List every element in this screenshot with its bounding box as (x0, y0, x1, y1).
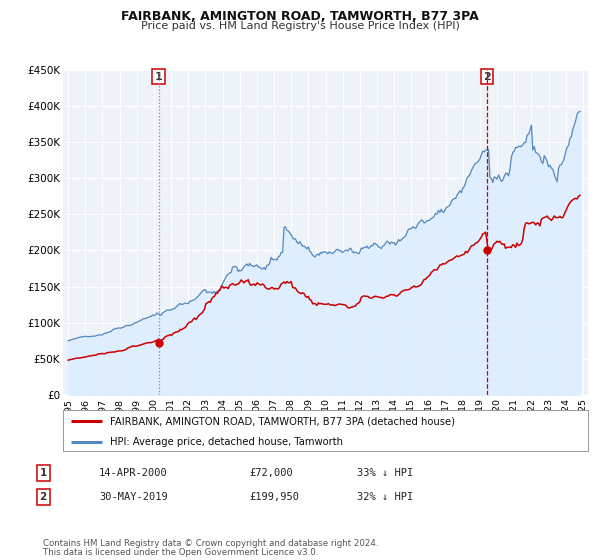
Text: £199,950: £199,950 (249, 492, 299, 502)
Text: £72,000: £72,000 (249, 468, 293, 478)
Text: 14-APR-2000: 14-APR-2000 (99, 468, 168, 478)
Text: FAIRBANK, AMINGTON ROAD, TAMWORTH, B77 3PA (detached house): FAIRBANK, AMINGTON ROAD, TAMWORTH, B77 3… (110, 417, 455, 426)
Text: 1: 1 (40, 468, 47, 478)
Text: Contains HM Land Registry data © Crown copyright and database right 2024.: Contains HM Land Registry data © Crown c… (43, 539, 379, 548)
Text: 2: 2 (483, 72, 491, 82)
Text: 30-MAY-2019: 30-MAY-2019 (99, 492, 168, 502)
Text: 32% ↓ HPI: 32% ↓ HPI (357, 492, 413, 502)
Text: FAIRBANK, AMINGTON ROAD, TAMWORTH, B77 3PA: FAIRBANK, AMINGTON ROAD, TAMWORTH, B77 3… (121, 10, 479, 23)
Text: 2: 2 (40, 492, 47, 502)
Text: HPI: Average price, detached house, Tamworth: HPI: Average price, detached house, Tamw… (110, 437, 343, 447)
Text: 1: 1 (155, 72, 163, 82)
Text: Price paid vs. HM Land Registry's House Price Index (HPI): Price paid vs. HM Land Registry's House … (140, 21, 460, 31)
Text: This data is licensed under the Open Government Licence v3.0.: This data is licensed under the Open Gov… (43, 548, 319, 557)
Text: 33% ↓ HPI: 33% ↓ HPI (357, 468, 413, 478)
